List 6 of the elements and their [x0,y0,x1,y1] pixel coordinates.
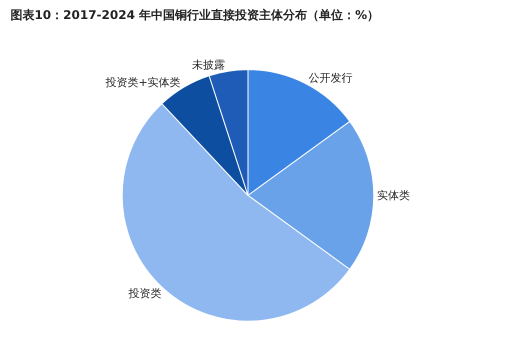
slice-label: 投资类 [128,286,162,300]
slice-label: 未披露 [192,58,226,72]
slice-label: 投资类+实体类 [104,76,181,89]
slice-label: 公开发行 [308,72,352,85]
slice-label: 实体类 [377,188,410,202]
chart-title: 图表10：2017-2024 年中国铜行业直接投资主体分布（单位：%） [10,8,380,22]
